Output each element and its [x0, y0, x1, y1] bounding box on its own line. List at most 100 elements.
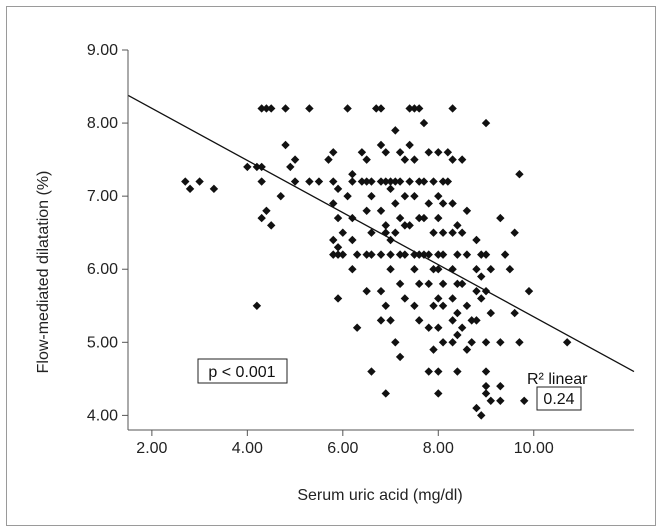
data-point [348, 235, 357, 245]
data-point [424, 367, 433, 376]
data-point [209, 184, 219, 194]
data-point [386, 177, 395, 186]
data-point [477, 294, 486, 303]
y-ticks: 4.00 5.00 6.00 7.00 8.00 9.00 [87, 42, 128, 424]
data-point [515, 170, 524, 179]
data-point [477, 411, 486, 420]
data-point [267, 221, 276, 230]
data-point [467, 338, 476, 347]
data-point [414, 213, 424, 223]
data-point [457, 323, 467, 332]
data-point [357, 148, 367, 157]
data-point [410, 155, 419, 164]
data-point [410, 104, 419, 113]
data-point [434, 265, 443, 274]
data-point [481, 338, 491, 347]
data-point [414, 177, 424, 186]
data-point [481, 118, 491, 128]
data-point [510, 228, 519, 237]
data-point [562, 338, 572, 347]
data-point [434, 191, 443, 201]
data-point [515, 338, 524, 347]
data-point [462, 250, 472, 259]
data-point [448, 155, 457, 164]
data-point [429, 345, 438, 354]
data-point [376, 250, 386, 259]
data-point [348, 170, 357, 179]
data-point [438, 338, 448, 347]
data-point [419, 118, 429, 128]
data-point [424, 279, 433, 289]
data-point [472, 403, 481, 413]
data-point [472, 235, 481, 245]
data-point [429, 265, 438, 274]
data-point [367, 250, 376, 259]
data-point [457, 155, 467, 164]
r2-label: R² linear [527, 371, 588, 388]
data-point [391, 338, 400, 347]
data-point [267, 104, 276, 113]
y-tick-label: 7.00 [87, 188, 118, 205]
data-point [462, 206, 472, 215]
data-point [443, 177, 453, 186]
data-point [472, 286, 481, 296]
data-point [453, 250, 462, 259]
data-point [419, 250, 429, 259]
x-ticks: 2.00 4.00 6.00 8.00 10.00 [136, 430, 554, 457]
data-point [481, 389, 491, 398]
data-point [286, 162, 295, 172]
data-point [381, 177, 390, 186]
data-point [443, 148, 453, 157]
data-point [243, 162, 252, 172]
data-point [505, 265, 515, 274]
data-point [305, 177, 314, 186]
r2-value: 0.24 [543, 391, 574, 408]
data-point [448, 338, 457, 347]
regression-line [127, 94, 635, 373]
data-point [333, 243, 343, 252]
data-point [477, 272, 486, 281]
data-point [381, 301, 390, 310]
data-point [333, 213, 343, 223]
data-point [405, 140, 414, 150]
data-point [324, 155, 333, 164]
data-point [419, 177, 429, 186]
data-point [510, 308, 519, 318]
data-point [462, 345, 472, 354]
data-point [376, 286, 386, 296]
data-point [438, 228, 448, 237]
data-point [333, 184, 343, 194]
data-point [276, 191, 285, 201]
data-point [496, 213, 505, 223]
data-point [386, 265, 395, 274]
data-point [329, 250, 338, 259]
data-point [386, 235, 395, 245]
data-point [405, 177, 414, 186]
data-point [453, 330, 462, 340]
points-layer [181, 104, 572, 420]
data-point [448, 104, 457, 113]
data-point [462, 301, 472, 310]
data-point [424, 199, 433, 208]
data-point [414, 104, 424, 113]
data-point [367, 367, 376, 376]
data-point [391, 228, 400, 237]
y-tick-label: 8.00 [87, 115, 118, 132]
data-point [400, 221, 410, 230]
data-point [395, 148, 405, 157]
data-point [434, 323, 443, 332]
data-point [305, 104, 314, 113]
data-point [391, 126, 400, 135]
data-point [376, 140, 386, 150]
data-point [362, 250, 371, 259]
x-axis-title: Serum uric acid (mg/dl) [297, 487, 462, 504]
data-point [438, 177, 448, 186]
data-point [391, 199, 400, 208]
data-point [453, 279, 462, 289]
data-point [395, 352, 405, 362]
data-point [376, 316, 386, 325]
data-point [448, 199, 457, 208]
data-point [429, 228, 438, 237]
data-point [338, 228, 348, 237]
data-point [400, 191, 410, 201]
